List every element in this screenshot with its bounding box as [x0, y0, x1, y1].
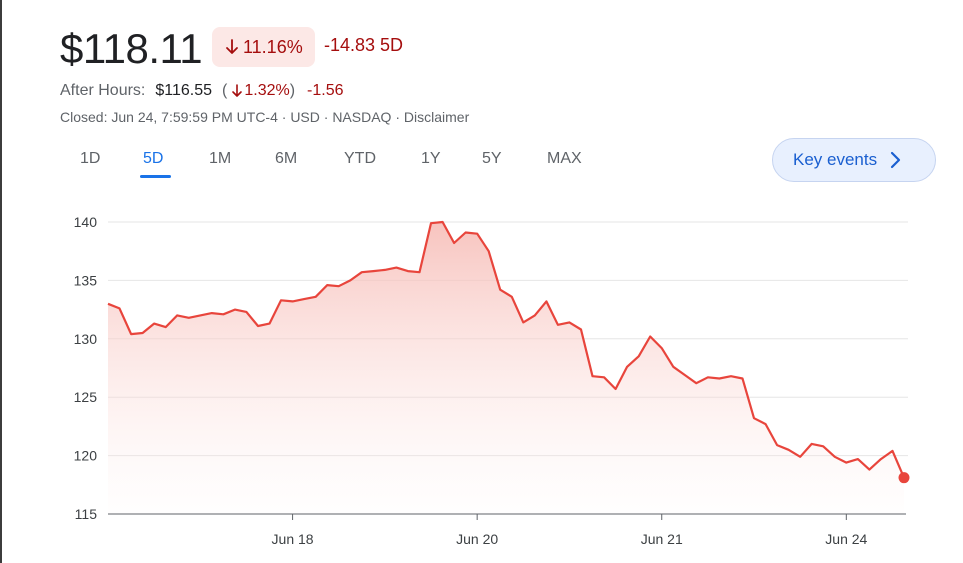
arrow-down-icon — [232, 84, 243, 97]
price-chart: 115 120 125 130 135 140 Jun 18 Jun 20 Jun 21 Jun… — [74, 214, 910, 547]
after-hours-row: After Hours: $116.55 ( 1.32% ) -1.56 — [60, 82, 344, 100]
x-tick-label: Jun 24 — [825, 531, 867, 547]
change-percent-badge: 11.16% — [212, 27, 315, 67]
y-tick-label: 125 — [74, 389, 98, 405]
x-tick-label: Jun 21 — [641, 531, 683, 547]
y-tick-label: 115 — [75, 506, 98, 522]
tab-5y[interactable]: 5Y — [482, 150, 502, 167]
tab-1y[interactable]: 1Y — [421, 150, 441, 167]
change-absolute: -14.83 5D — [324, 35, 404, 55]
arrow-down-icon — [226, 39, 238, 54]
change-percent: 11.16% — [243, 36, 303, 57]
price-area-fill — [108, 222, 904, 514]
after-hours-price: $116.55 — [155, 82, 213, 99]
y-tick-label: 120 — [74, 448, 98, 464]
tab-ytd[interactable]: YTD — [344, 150, 376, 167]
y-tick-label: 130 — [74, 331, 98, 347]
chevron-right-icon — [891, 151, 901, 169]
x-tick-label: Jun 18 — [272, 531, 314, 547]
current-price: $118.11 — [60, 25, 203, 72]
x-tick-label: Jun 20 — [456, 531, 498, 547]
paren-open: ( — [222, 82, 228, 99]
y-tick-label: 140 — [74, 214, 98, 230]
after-hours-percent: 1.32% — [244, 82, 290, 99]
last-price-marker — [898, 472, 910, 484]
tab-1m[interactable]: 1M — [209, 150, 232, 167]
active-tab-indicator — [140, 175, 171, 178]
price-line — [107, 220, 906, 479]
tab-6m[interactable]: 6M — [275, 150, 298, 167]
after-hours-change: -1.56 — [307, 82, 344, 99]
key-events-button[interactable]: Key events — [772, 138, 936, 182]
window-edge — [0, 0, 2, 563]
y-tick-label: 135 — [74, 272, 98, 288]
tab-1d[interactable]: 1D — [80, 150, 101, 167]
key-events-label: Key events — [793, 150, 878, 169]
quote-meta: Closed: Jun 24, 7:59:59 PM UTC-4 · USD ·… — [60, 109, 470, 125]
after-hours-label: After Hours: — [60, 82, 146, 99]
tab-max[interactable]: MAX — [547, 150, 582, 167]
paren-close: ) — [289, 82, 296, 99]
tab-5d[interactable]: 5D — [143, 150, 164, 167]
